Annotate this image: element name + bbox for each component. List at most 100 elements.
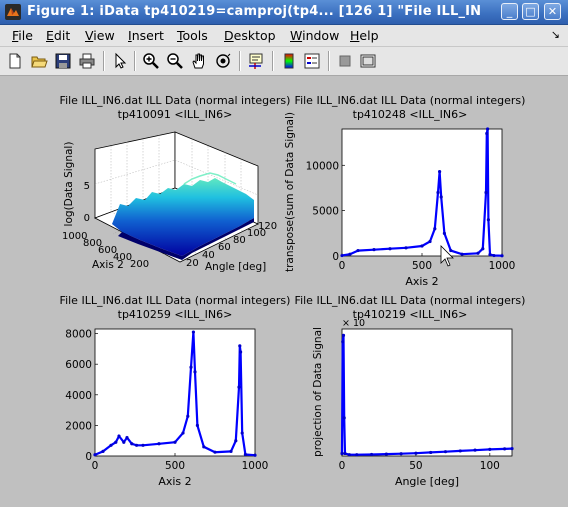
data-point [369,452,374,457]
data-point [460,252,464,256]
data-point [414,451,418,455]
menu-desktop[interactable]: Desktop [224,28,276,43]
x-tick-label: 50 [409,460,422,472]
data-point [141,443,145,447]
data-point [436,190,440,195]
x-tick-label: 500 [165,460,185,472]
series-line [94,332,256,457]
x-tick-label: 100 [480,460,500,472]
data-point [340,451,344,456]
subplot2-xlabel: Axis 2 [405,275,438,288]
menu-window[interactable]: Window [290,28,339,43]
data-point [355,453,359,457]
subplot3-ticks: 0 500 1000 0 2000 4000 6000 8000 [65,329,268,472]
data-point [213,450,217,454]
colorbar-icon[interactable] [280,52,298,70]
new-figure-icon[interactable] [6,52,24,70]
pan-hand-icon[interactable] [190,52,208,70]
data-point [399,452,403,456]
hide-plot-tools-icon[interactable] [336,52,354,70]
z-tick-0: 0 [84,213,90,224]
x-tick-60: 60 [218,242,231,253]
subplot4-ylabel: projection of Data Signal [312,327,324,457]
y-tick-600: 600 [98,245,117,256]
data-point [347,453,351,457]
z-axis-label: log(Data Signal) [63,142,75,227]
data-point [384,452,388,456]
data-point [442,231,446,235]
z-tick-5: 5 [84,181,90,192]
rotate-3d-icon[interactable] [214,52,232,70]
surface-ridge [183,172,237,185]
subplot-axis2-sum[interactable]: File ILL_IN6.dat ILL Data (normal intege… [284,94,525,288]
data-point [510,447,514,451]
data-point [481,247,485,251]
subplot3-xlabel: Axis 2 [158,475,191,488]
data-point [420,244,424,248]
menu-desktop-label: esktop [233,28,276,43]
close-button[interactable]: ✕ [544,3,561,20]
data-point [239,350,243,354]
y-tick-400: 400 [113,252,132,263]
menu-desktop-mnemonic: D [224,28,234,43]
data-cursor-icon[interactable] [247,52,265,70]
menu-insert[interactable]: Insert [128,28,164,43]
data-point [500,254,504,258]
x-axis-label: Angle [deg] [205,261,266,273]
subplot-axis2[interactable]: File ILL_IN6.dat ILL Data (normal intege… [60,294,291,488]
data-point [130,442,134,446]
menu-insert-mnemonic: I [128,28,132,43]
menu-edit[interactable]: Edit [46,28,70,43]
menu-tools[interactable]: Tools [177,28,208,43]
subplot-angle-projection[interactable]: File ILL_IN6.dat ILL Data (normal intege… [295,294,526,488]
menu-edit-label: dit [53,28,71,43]
menu-file[interactable]: File [12,28,33,43]
menu-view-mnemonic: V [85,28,94,43]
print-icon[interactable] [78,52,96,70]
subplot3-title: File ILL_IN6.dat ILL Data (normal intege… [60,294,291,307]
y-tick-1000: 1000 [62,231,87,242]
data-point [488,253,492,257]
data-point [485,131,489,136]
toolbar-separator [134,51,136,71]
data-point [429,450,433,455]
menu-help[interactable]: Help [350,28,379,43]
data-point [341,333,346,337]
subplot4-ticks: 0 50 100 [339,453,500,472]
data-point [484,190,488,195]
maximize-button[interactable]: □ [522,3,539,20]
data-point [122,440,126,444]
legend-icon[interactable] [303,52,321,70]
y-tick-label: 4000 [65,390,92,402]
menu-window-mnemonic: W [290,28,303,43]
subplot4-subtitle: tp410219 <ILL_IN6> [353,308,468,321]
show-plot-tools-icon[interactable] [359,52,377,70]
y-tick-200: 200 [130,259,149,270]
dock-arrow-icon[interactable]: ↘ [550,28,560,41]
data-point [439,195,443,199]
zoom-in-icon[interactable] [142,52,160,70]
menu-help-label: elp [359,28,379,43]
data-point [486,218,490,222]
save-icon[interactable] [54,52,72,70]
data-point [181,431,185,435]
figure-canvas[interactable]: File ILL_IN6.dat ILL Data (normal intege… [0,76,568,503]
data-point [342,416,346,420]
pointer-icon[interactable] [111,52,129,70]
menu-view[interactable]: View [85,28,115,43]
menu-tools-label: ools [182,28,208,43]
x-tick-label: 500 [412,260,432,272]
subplot4-xlabel: Angle [deg] [395,475,459,488]
minimize-button[interactable]: _ [501,3,518,20]
open-file-icon[interactable] [30,52,48,70]
data-point [356,248,360,253]
x-tick-label: 0 [92,460,99,472]
data-point [340,253,344,258]
data-point [476,251,480,255]
data-point [109,443,113,447]
subplot2-subtitle: tp410248 <ILL_IN6> [353,108,468,121]
subplot-surface[interactable]: File ILL_IN6.dat ILL Data (normal intege… [60,94,291,273]
data-point [243,452,247,457]
subplot2-ylabel: transpose(sum of Data Signal) [284,112,296,272]
zoom-out-icon[interactable] [166,52,184,70]
